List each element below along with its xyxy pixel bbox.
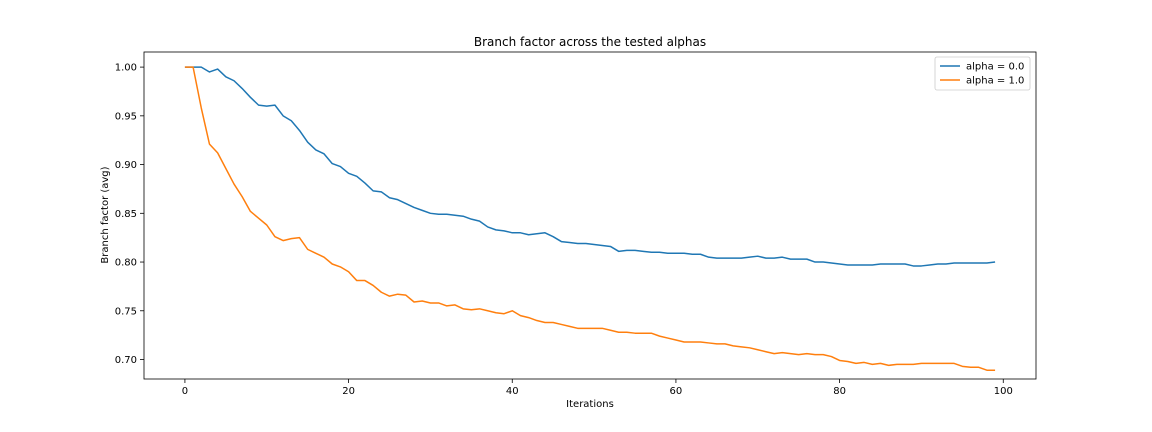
series-line-1: [184, 66, 996, 371]
y-tick-label: 0.90: [115, 160, 137, 171]
x-axis-ticks: 0 20 40 60 80 100: [182, 379, 1013, 397]
legend-label-0: alpha = 0.0: [966, 62, 1024, 73]
x-tick-label: 80: [833, 386, 846, 397]
x-tick-label: 0: [182, 386, 188, 397]
x-tick-label: 60: [670, 386, 683, 397]
legend-label-1: alpha = 1.0: [966, 76, 1024, 87]
y-axis-ticks: 0.70 0.75 0.80 0.85 0.90 0.95 1.00: [115, 63, 144, 366]
y-tick-label: 0.75: [115, 306, 137, 317]
y-axis-label: Branch factor (avg): [100, 166, 111, 263]
y-tick-label: 0.80: [115, 258, 137, 269]
series-line-0: [184, 66, 996, 267]
y-tick-label: 0.95: [115, 111, 137, 122]
x-axis-label: Iterations: [566, 399, 614, 410]
series-layer: [184, 66, 996, 371]
x-tick-label: 20: [342, 386, 355, 397]
y-tick-label: 0.85: [115, 209, 137, 220]
y-tick-label: 0.70: [115, 355, 137, 366]
chart-title: Branch factor across the tested alphas: [474, 35, 706, 49]
x-tick-label: 100: [994, 386, 1013, 397]
y-tick-label: 1.00: [115, 63, 137, 74]
plot-area: [143, 51, 1037, 380]
x-tick-label: 40: [506, 386, 519, 397]
legend: alpha = 0.0 alpha = 1.0: [934, 56, 1031, 91]
